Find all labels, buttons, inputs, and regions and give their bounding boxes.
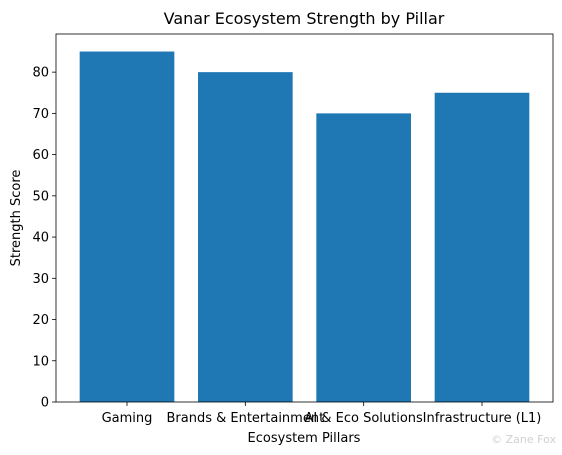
y-tick-label-7: 70 xyxy=(32,107,49,122)
y-tick-label-0: 0 xyxy=(41,396,49,411)
bar-1 xyxy=(198,72,293,403)
x-tick-label-2: AI & Eco Solutions xyxy=(305,411,424,426)
y-tick-label-2: 20 xyxy=(32,313,49,328)
chart-title: Vanar Ecosystem Strength by Pillar xyxy=(164,9,445,28)
y-axis-label: Strength Score xyxy=(9,170,24,267)
y-tick-label-6: 60 xyxy=(32,148,49,163)
bar-0 xyxy=(79,51,175,403)
y-tick-label-1: 10 xyxy=(32,354,49,369)
y-tick-label-3: 30 xyxy=(32,272,49,287)
y-tick-label-5: 50 xyxy=(32,189,49,204)
plot-area: 0 10 20 30 40 50 60 70 80 Gaming Brands & Entertai… xyxy=(32,33,554,426)
bar-2 xyxy=(316,113,411,402)
x-axis-label: Ecosystem Pillars xyxy=(248,431,361,446)
y-tick-label-4: 40 xyxy=(32,231,49,246)
axes-frame xyxy=(55,33,554,403)
y-tick-label-8: 80 xyxy=(32,66,49,81)
x-tick-label-0: Gaming xyxy=(102,411,153,426)
x-tick-label-1: Brands & Entertainment xyxy=(166,411,324,426)
bar-3 xyxy=(434,92,530,403)
watermark-text: © Zane Fox xyxy=(491,433,556,446)
x-tick-label-3: Infrastructure (L1) xyxy=(423,411,542,426)
